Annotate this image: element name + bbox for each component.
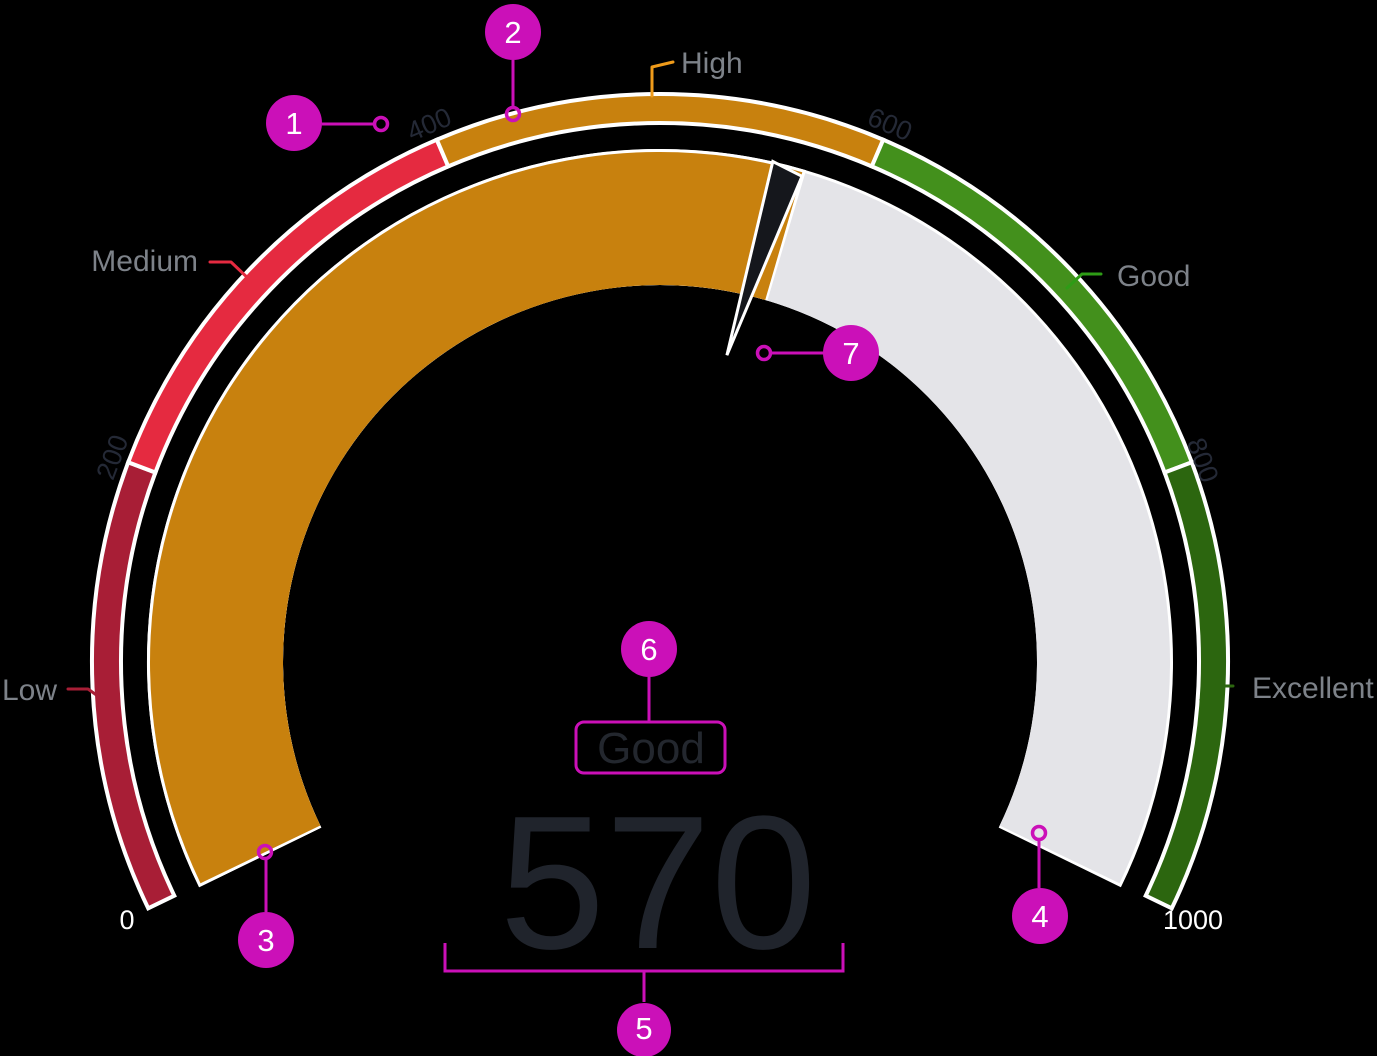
callout-4-ring — [1030, 824, 1048, 842]
range-label-excellent: Excellent — [1199, 672, 1374, 705]
good-connector-line — [1065, 272, 1103, 290]
range-label-medium: Medium — [91, 245, 253, 283]
callout-3-number: 3 — [257, 923, 274, 958]
range-segment-excellent — [1143, 459, 1230, 911]
good-label: Good — [1117, 260, 1190, 293]
gauge-range-band — [90, 92, 1230, 911]
medium-label: Medium — [91, 245, 198, 278]
callout-4-number: 4 — [1031, 899, 1048, 934]
callout-5-number: 5 — [635, 1011, 652, 1046]
excellent-connector-line — [1199, 684, 1235, 702]
callout-2-ring — [504, 105, 522, 123]
callout-2: 2 — [485, 4, 541, 123]
callout-6: 6 — [574, 621, 727, 775]
callout-1-number: 1 — [285, 106, 302, 141]
gauge-center-category: Good — [597, 724, 705, 773]
gauge-progress-fill — [150, 151, 803, 884]
callout-5-bubble — [617, 1003, 671, 1056]
callout-3-ring — [256, 843, 274, 861]
gauge-inner-arcs — [146, 148, 1173, 888]
callout-7-number: 7 — [842, 336, 859, 371]
gauge-value: 570 — [499, 777, 816, 989]
callout-7-ring — [755, 344, 773, 362]
medium-connector-line — [208, 260, 253, 283]
callout-6-bubble — [621, 621, 677, 677]
tick-label-1000: 1000 — [1163, 905, 1223, 935]
excellent-label: Excellent — [1252, 672, 1374, 705]
low-label: Low — [2, 674, 57, 707]
callout-3-bubble — [238, 912, 294, 968]
high-connector-line — [650, 60, 675, 98]
callout-1: 1 — [266, 95, 390, 151]
high-label: High — [681, 47, 743, 80]
callout-5: 5 — [443, 943, 845, 1056]
low-connector-line — [66, 687, 104, 701]
callout-3: 3 — [238, 843, 294, 968]
callout-1-bubble — [266, 95, 322, 151]
range-label-good: Good — [1065, 260, 1190, 293]
callout-7-bubble — [823, 325, 879, 381]
callout-2-bubble — [485, 4, 541, 60]
callout-4-bubble — [1012, 888, 1068, 944]
callout-4: 4 — [1012, 824, 1068, 944]
tick-label-0: 0 — [119, 905, 134, 935]
gauge-needle — [725, 159, 804, 356]
center-label-highlight-box — [574, 720, 727, 775]
callout-2-number: 2 — [504, 15, 521, 50]
range-label-low: Low — [2, 674, 104, 707]
callout-1-ring — [372, 115, 390, 133]
callout-6-number: 6 — [640, 632, 657, 667]
callout-7: 7 — [755, 325, 879, 381]
range-label-high: High — [650, 47, 743, 98]
